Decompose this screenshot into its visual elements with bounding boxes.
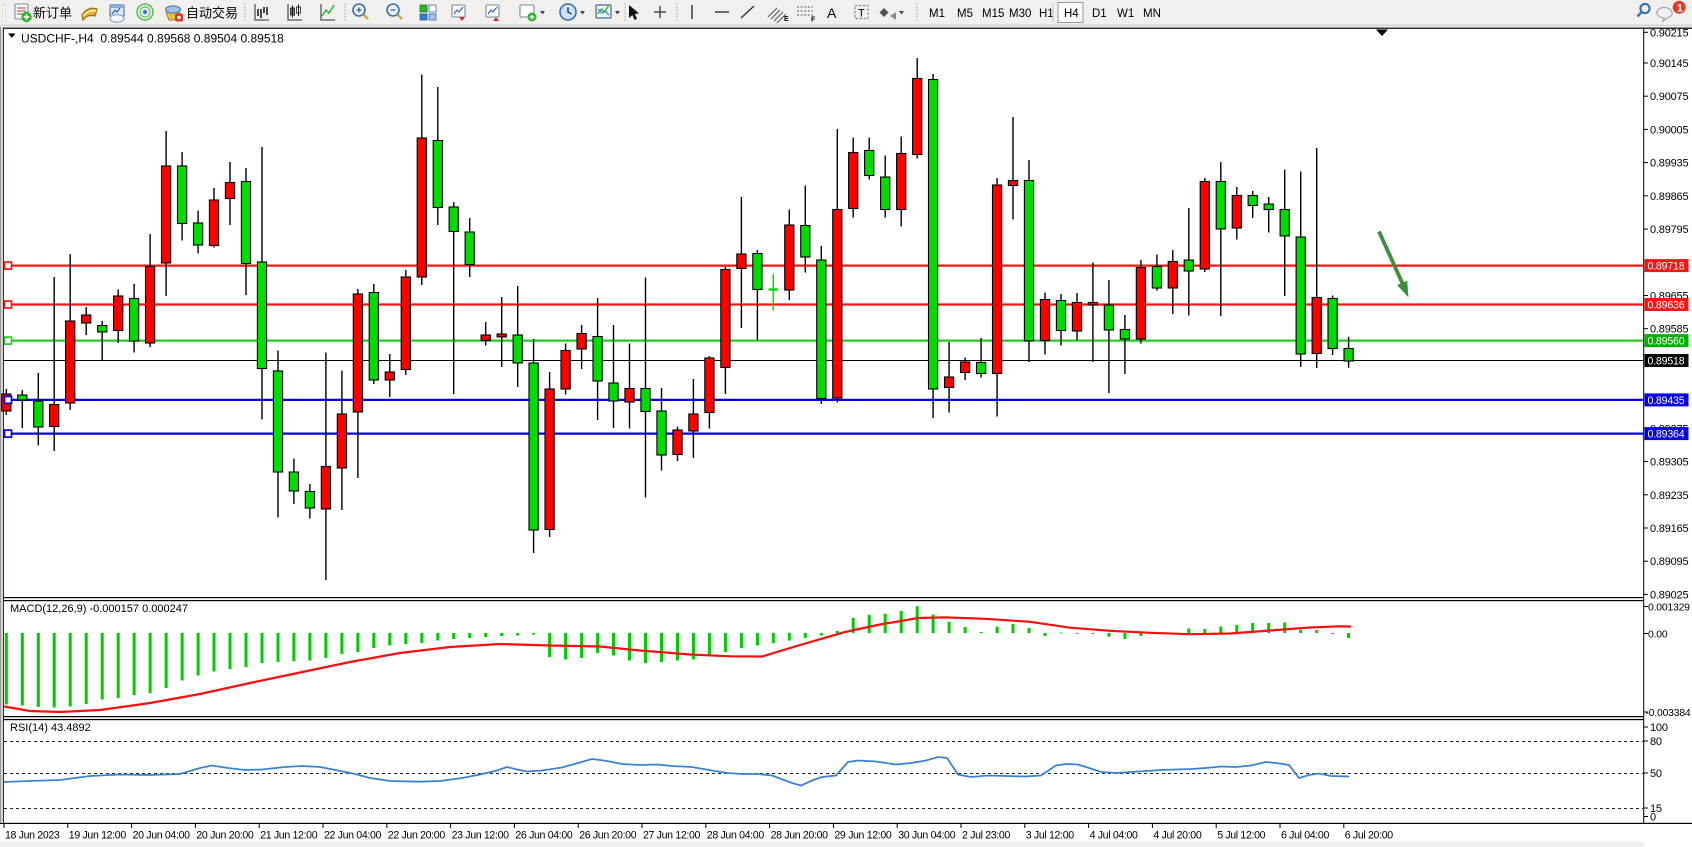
svg-text:0.89636: 0.89636 bbox=[1648, 300, 1685, 312]
svg-text:RSI(14) 43.4892: RSI(14) 43.4892 bbox=[10, 722, 91, 734]
svg-text:19 Jun 12:00: 19 Jun 12:00 bbox=[69, 830, 127, 842]
svg-text:MACD(12,26,9) -0.000157 0.0002: MACD(12,26,9) -0.000157 0.000247 bbox=[10, 603, 188, 615]
svg-text:28 Jun 04:00: 28 Jun 04:00 bbox=[707, 830, 765, 842]
svg-text:-0.003384: -0.003384 bbox=[1646, 708, 1691, 719]
svg-text:MN: MN bbox=[1143, 8, 1161, 20]
svg-text:M15: M15 bbox=[982, 8, 1004, 20]
svg-text:自动交易: 自动交易 bbox=[186, 6, 238, 21]
svg-text:6 Jul 20:00: 6 Jul 20:00 bbox=[1345, 830, 1393, 842]
svg-text:50: 50 bbox=[1650, 768, 1662, 780]
svg-text:0: 0 bbox=[1650, 812, 1656, 824]
svg-text:H4: H4 bbox=[1064, 8, 1079, 20]
svg-text:22 Jun 04:00: 22 Jun 04:00 bbox=[324, 830, 382, 842]
svg-text:H1: H1 bbox=[1039, 8, 1054, 20]
svg-text:USDCHF-,H4 0.89544 0.89568 0.: USDCHF-,H4 0.89544 0.89568 0.89504 0.895… bbox=[21, 32, 284, 46]
svg-text:0.89435: 0.89435 bbox=[1648, 395, 1685, 407]
svg-text:0.89518: 0.89518 bbox=[1648, 356, 1685, 368]
svg-text:0.89235: 0.89235 bbox=[1650, 490, 1688, 502]
svg-text:0.90145: 0.90145 bbox=[1650, 58, 1688, 70]
svg-text:0.89585: 0.89585 bbox=[1650, 324, 1688, 336]
svg-text:4 Jul 20:00: 4 Jul 20:00 bbox=[1153, 830, 1201, 842]
svg-text:3 Jul 12:00: 3 Jul 12:00 bbox=[1026, 830, 1074, 842]
svg-text:W1: W1 bbox=[1117, 8, 1134, 20]
svg-text:4 Jul 04:00: 4 Jul 04:00 bbox=[1090, 830, 1138, 842]
svg-text:15: 15 bbox=[1650, 803, 1662, 815]
svg-text:20 Jun 20:00: 20 Jun 20:00 bbox=[196, 830, 254, 842]
svg-text:26 Jun 20:00: 26 Jun 20:00 bbox=[579, 830, 637, 842]
svg-text:28 Jun 20:00: 28 Jun 20:00 bbox=[771, 830, 829, 842]
svg-text:21 Jun 12:00: 21 Jun 12:00 bbox=[260, 830, 318, 842]
svg-text:5 Jul 12:00: 5 Jul 12:00 bbox=[1217, 830, 1265, 842]
svg-text:F: F bbox=[811, 17, 816, 24]
svg-text:100: 100 bbox=[1650, 722, 1668, 734]
svg-text:26 Jun 04:00: 26 Jun 04:00 bbox=[515, 830, 573, 842]
svg-text:0.90215: 0.90215 bbox=[1650, 27, 1688, 39]
svg-text:1: 1 bbox=[1677, 3, 1683, 15]
svg-text:29 Jun 12:00: 29 Jun 12:00 bbox=[834, 830, 892, 842]
svg-text:0.89865: 0.89865 bbox=[1650, 191, 1688, 203]
svg-text:新订单: 新订单 bbox=[33, 6, 72, 21]
svg-text:0.89095: 0.89095 bbox=[1650, 556, 1688, 568]
svg-text:A: A bbox=[827, 5, 837, 21]
svg-text:0.90075: 0.90075 bbox=[1650, 91, 1688, 103]
svg-text:M5: M5 bbox=[957, 8, 973, 20]
svg-text:T: T bbox=[858, 8, 865, 20]
svg-text:0.001329: 0.001329 bbox=[1648, 603, 1690, 614]
svg-text:6 Jul 04:00: 6 Jul 04:00 bbox=[1281, 830, 1329, 842]
svg-text:0.89718: 0.89718 bbox=[1648, 261, 1685, 273]
svg-text:18 Jun 2023: 18 Jun 2023 bbox=[5, 830, 60, 842]
svg-text:0.89935: 0.89935 bbox=[1650, 158, 1688, 170]
svg-text:0.89795: 0.89795 bbox=[1650, 224, 1688, 236]
svg-text:30 Jun 04:00: 30 Jun 04:00 bbox=[898, 830, 956, 842]
svg-text:0.89165: 0.89165 bbox=[1650, 523, 1688, 535]
svg-text:0.89560: 0.89560 bbox=[1648, 336, 1685, 348]
svg-text:D1: D1 bbox=[1092, 8, 1107, 20]
svg-text:20 Jun 04:00: 20 Jun 04:00 bbox=[133, 830, 191, 842]
svg-text:0.90005: 0.90005 bbox=[1650, 124, 1688, 136]
svg-text:80: 80 bbox=[1650, 736, 1662, 748]
svg-text:M30: M30 bbox=[1009, 8, 1031, 20]
svg-text:0.00: 0.00 bbox=[1648, 630, 1668, 641]
svg-text:E: E bbox=[784, 16, 789, 23]
svg-text:0.89305: 0.89305 bbox=[1650, 457, 1688, 469]
svg-text:0.89025: 0.89025 bbox=[1650, 589, 1688, 601]
svg-text:23 Jun 12:00: 23 Jun 12:00 bbox=[452, 830, 510, 842]
svg-text:22 Jun 20:00: 22 Jun 20:00 bbox=[388, 830, 446, 842]
svg-text:2 Jul 23:00: 2 Jul 23:00 bbox=[962, 830, 1010, 842]
svg-text:0.89364: 0.89364 bbox=[1648, 429, 1685, 441]
svg-text:27 Jun 12:00: 27 Jun 12:00 bbox=[643, 830, 701, 842]
svg-text:M1: M1 bbox=[929, 8, 945, 20]
